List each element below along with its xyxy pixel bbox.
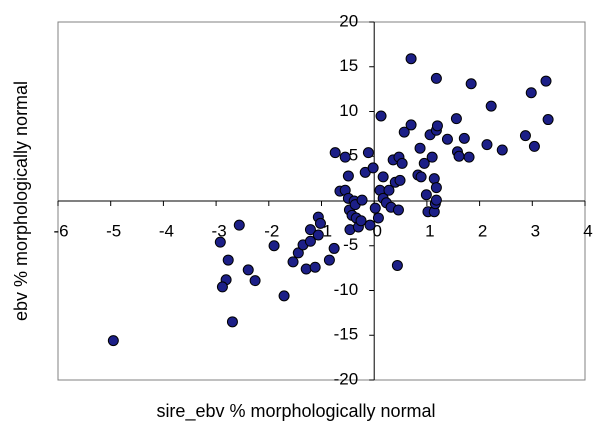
y-tick-label: 10 xyxy=(339,101,358,120)
point xyxy=(458,132,470,144)
point xyxy=(496,144,508,156)
point xyxy=(292,247,304,259)
point xyxy=(339,151,351,163)
point xyxy=(367,162,379,174)
point xyxy=(465,78,477,90)
point xyxy=(540,75,552,87)
point xyxy=(323,254,335,266)
point xyxy=(312,229,324,241)
x-tick-label: 4 xyxy=(583,221,592,240)
point xyxy=(372,212,384,224)
point xyxy=(242,264,254,276)
point xyxy=(414,142,426,154)
point xyxy=(398,126,410,138)
point xyxy=(418,157,430,169)
point xyxy=(525,87,537,99)
point xyxy=(426,151,438,163)
point xyxy=(233,219,245,231)
point xyxy=(430,194,442,206)
point xyxy=(214,236,226,248)
point xyxy=(356,194,368,206)
point xyxy=(430,72,442,84)
x-tick-label: 2 xyxy=(478,221,487,240)
point xyxy=(481,139,493,151)
x-tick-label: -6 xyxy=(53,221,68,240)
point xyxy=(364,219,376,231)
y-tick-label: 15 xyxy=(339,56,358,75)
point xyxy=(342,170,354,182)
point xyxy=(107,335,119,347)
point xyxy=(249,275,261,287)
point xyxy=(314,217,326,229)
point xyxy=(309,261,321,273)
point xyxy=(542,114,554,126)
point xyxy=(420,189,432,201)
point xyxy=(268,240,280,252)
point xyxy=(278,290,290,302)
point xyxy=(405,53,417,65)
point xyxy=(394,174,406,186)
point xyxy=(329,147,341,159)
point xyxy=(362,147,374,159)
point xyxy=(328,242,340,254)
point xyxy=(304,224,316,236)
point xyxy=(355,215,367,227)
y-tick-label: 20 xyxy=(339,11,358,30)
point xyxy=(485,100,497,112)
x-tick-label: -3 xyxy=(212,221,227,240)
x-tick-label: -2 xyxy=(264,221,279,240)
y-axis-title: ebv % morphologically normal xyxy=(11,81,31,321)
point xyxy=(528,140,540,152)
point xyxy=(431,120,443,132)
point xyxy=(216,281,228,293)
point xyxy=(519,130,531,142)
point xyxy=(428,173,440,185)
point xyxy=(463,151,475,163)
y-tick-label: -20 xyxy=(334,369,359,388)
y-tick-label: -15 xyxy=(334,325,359,344)
point xyxy=(287,256,299,268)
y-tick-label: -5 xyxy=(343,235,358,254)
point xyxy=(226,316,238,328)
x-tick-label: 1 xyxy=(425,221,434,240)
point xyxy=(396,157,408,169)
x-tick-label: 0 xyxy=(372,221,381,240)
point xyxy=(430,182,442,194)
x-axis-title: sire_ebv % morphologically normal xyxy=(156,401,435,422)
point xyxy=(415,171,427,183)
point xyxy=(300,263,312,275)
point xyxy=(222,254,234,266)
point xyxy=(405,119,417,131)
x-tick-label: -4 xyxy=(159,221,174,240)
x-tick-label: 3 xyxy=(531,221,540,240)
point xyxy=(383,184,395,196)
point xyxy=(375,110,387,122)
point xyxy=(304,235,316,247)
y-tick-label: 5 xyxy=(349,146,358,165)
point xyxy=(392,204,404,216)
x-tick-label: -5 xyxy=(106,221,121,240)
point xyxy=(369,202,381,214)
point xyxy=(377,171,389,183)
point xyxy=(450,113,462,125)
point xyxy=(453,150,465,162)
point xyxy=(441,133,453,145)
point xyxy=(391,259,403,271)
y-tick-label: -10 xyxy=(334,280,359,299)
